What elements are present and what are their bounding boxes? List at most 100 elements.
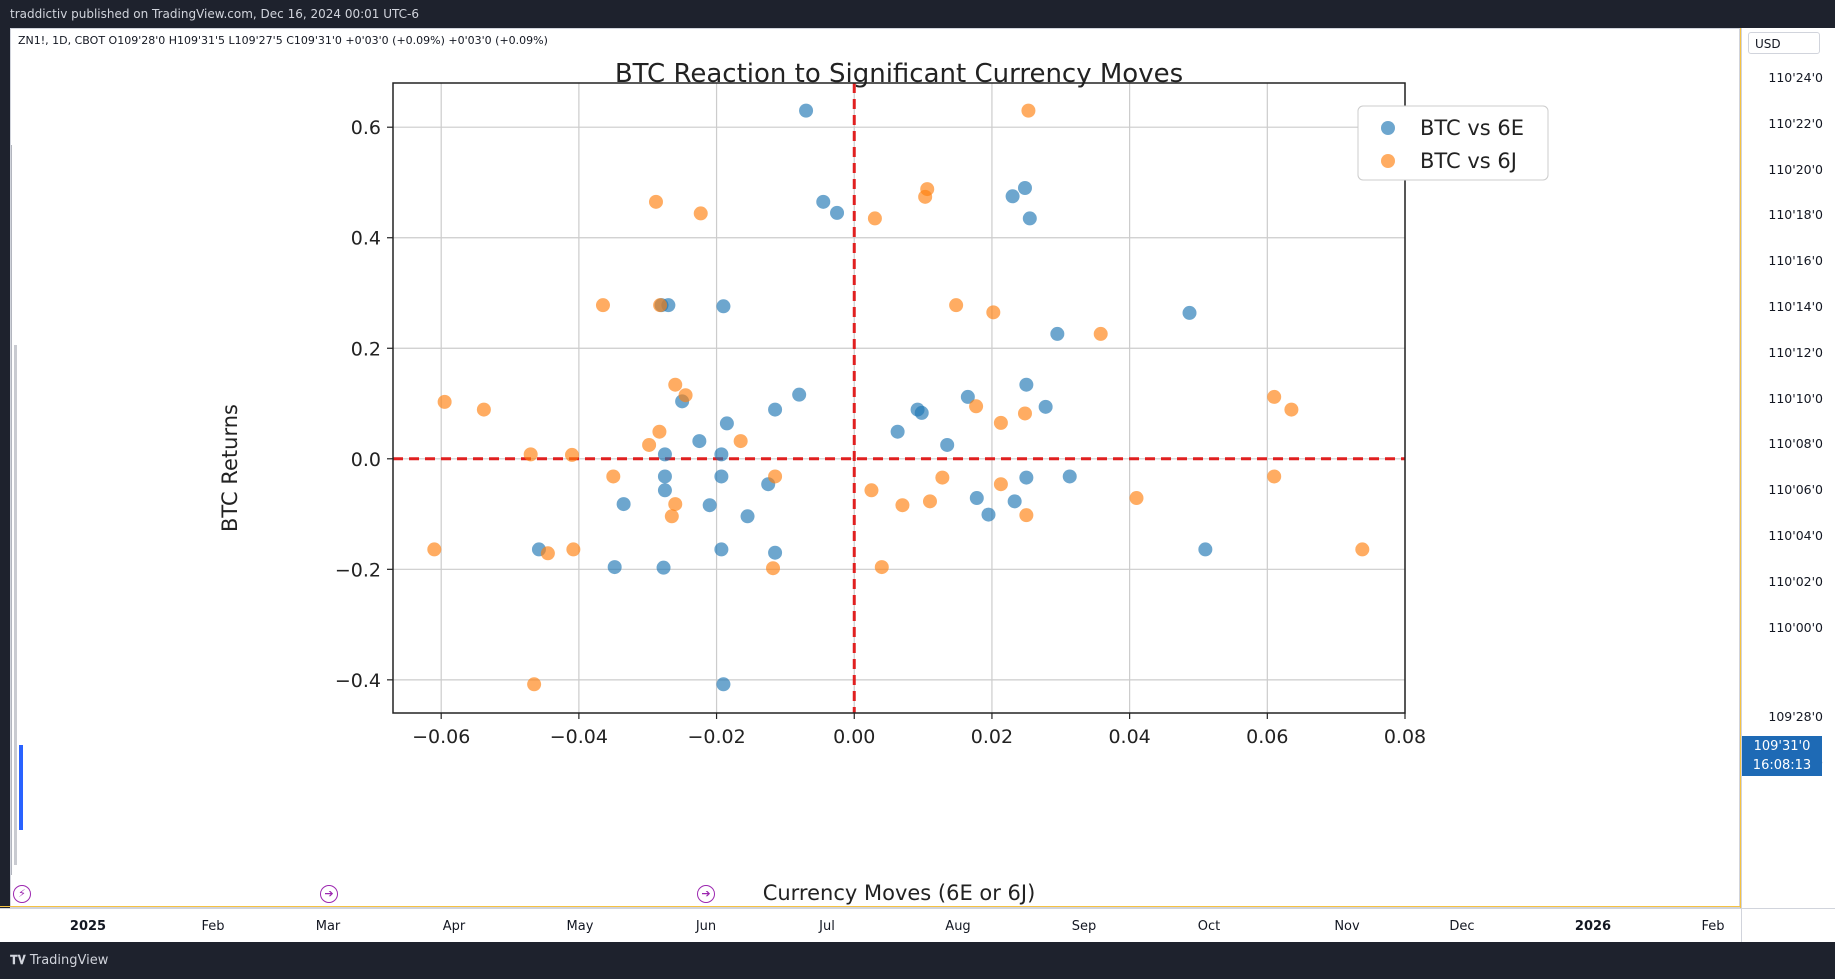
x-tick-label: 0.02: [971, 726, 1013, 748]
point-6e: [768, 402, 783, 417]
point-6j: [668, 377, 683, 392]
x-tick-label: 0.00: [833, 726, 875, 748]
time-axis-label: Apr: [442, 919, 466, 934]
point-6j: [1129, 491, 1144, 506]
point-6j: [969, 399, 984, 414]
point-6e: [657, 483, 672, 498]
point-6j: [527, 677, 542, 692]
legend: BTC vs 6E BTC vs 6J: [1357, 105, 1549, 181]
price-axis[interactable]: 110'24'0 110'22'0 110'20'0 110'18'0 110'16'0…: [1741, 28, 1835, 908]
brand-name: TradingView: [29, 953, 109, 968]
time-axis[interactable]: 2025 Feb Mar Apr May Jun Jul Aug Sep Oct Nov Dec 202…: [0, 908, 1741, 942]
data-points: [427, 103, 1370, 692]
point-6e: [799, 103, 814, 118]
point-6e: [1038, 399, 1053, 414]
point-6e: [792, 387, 807, 402]
price-axis-label: 110'10'0: [1768, 390, 1823, 406]
point-6e: [981, 507, 996, 522]
point-6e: [890, 424, 905, 439]
time-axis-label: 2025: [69, 919, 107, 934]
current-price-badge: 109'31'0 16:08:13: [1742, 736, 1822, 776]
x-axis-label: Currency Moves (6E or 6J): [763, 881, 1036, 905]
point-6e: [714, 447, 729, 462]
point-6j: [949, 298, 964, 313]
bar-countdown: 16:08:13: [1752, 758, 1812, 773]
axes: −0.06 −0.04 −0.02 0.00 0.02 0.04 0.06 0.08 0.6 0.…: [335, 82, 1426, 748]
y-tick-label: −0.2: [335, 559, 381, 581]
point-6e: [1062, 469, 1077, 484]
price-axis-label: 110'16'0: [1768, 253, 1823, 269]
point-6j: [648, 194, 663, 209]
candle-body-blue: [19, 745, 23, 830]
point-6j: [918, 189, 933, 204]
price-axis-label: 110'22'0: [1768, 115, 1823, 131]
point-6e: [830, 205, 845, 220]
price-axis-label: 110'00'0: [1768, 619, 1823, 635]
y-tick-label: 0.0: [351, 449, 381, 471]
legend-marker-6e: [1381, 121, 1395, 135]
event-arrow-icon[interactable]: ➔: [697, 885, 715, 903]
point-6e: [656, 560, 671, 575]
point-6j: [935, 470, 950, 485]
scatter-plot: −0.06 −0.04 −0.02 0.00 0.02 0.04 0.06 0.08 0.6 0.…: [218, 59, 1549, 905]
time-axis-label: 2026: [1574, 919, 1612, 934]
lightning-icon[interactable]: ⚡: [13, 885, 31, 903]
tradingview-logo-icon[interactable]: 𝐓𝐕: [10, 953, 26, 967]
point-6j: [1267, 469, 1282, 484]
chart-title: BTC Reaction to Significant Currency Mov…: [615, 59, 1183, 89]
bottom-bar: 𝐓𝐕 TradingView: [0, 942, 1835, 979]
time-axis-label: Oct: [1197, 919, 1221, 934]
point-6j: [427, 542, 442, 557]
candle-wick: [11, 145, 12, 875]
point-6j: [874, 560, 889, 575]
point-6e: [716, 299, 731, 314]
point-6j: [986, 305, 1001, 320]
point-6j: [678, 388, 693, 403]
point-6e: [719, 416, 734, 431]
point-6e: [960, 389, 975, 404]
x-tick-label: 0.06: [1246, 726, 1288, 748]
point-6j: [766, 561, 781, 576]
event-arrow-icon[interactable]: ➔: [320, 885, 338, 903]
point-6j: [664, 509, 679, 524]
price-axis-label: 110'20'0: [1768, 161, 1823, 177]
point-6j: [564, 447, 579, 462]
point-6j: [653, 298, 668, 313]
point-6e: [969, 491, 984, 506]
axis-corner: [1741, 908, 1835, 942]
point-6j: [595, 298, 610, 313]
price-axis-label: 110'08'0: [1768, 436, 1823, 452]
point-6e: [1017, 181, 1032, 195]
point-6e: [740, 509, 755, 524]
point-6j: [1267, 389, 1282, 404]
reference-lines: [393, 83, 1405, 713]
point-6j: [606, 469, 621, 484]
crosshair-horizontal-marker: [0, 906, 1741, 907]
point-6e: [816, 194, 831, 209]
current-price: 109'31'0: [1753, 739, 1811, 754]
point-6j: [566, 542, 581, 557]
point-6e: [657, 447, 672, 462]
point-6j: [540, 546, 555, 561]
point-6j: [1355, 542, 1370, 557]
price-axis-label: 110'02'0: [1768, 573, 1823, 589]
time-axis-label: May: [566, 919, 594, 934]
time-axis-label: Mar: [315, 919, 341, 934]
currency-selector[interactable]: USD: [1748, 32, 1820, 54]
symbol-ohlc-line: ZN1!, 1D, CBOT O109'28'0 H109'31'5 L109'…: [18, 34, 548, 47]
top-bar: traddictiv published on TradingView.com,…: [0, 0, 1835, 28]
point-6j: [733, 434, 748, 449]
point-6j: [895, 498, 910, 513]
point-6e: [1022, 211, 1037, 226]
point-6j: [993, 477, 1008, 492]
point-6e: [702, 498, 717, 513]
x-tick-label: −0.04: [550, 726, 608, 748]
y-tick-label: −0.4: [335, 670, 381, 692]
time-axis-label: Jun: [695, 919, 717, 934]
published-info: traddictiv published on TradingView.com,…: [10, 7, 419, 21]
point-6e: [1005, 189, 1020, 204]
point-6e: [768, 545, 783, 560]
point-6j: [437, 394, 452, 409]
price-axis-label: 109'28'0: [1768, 708, 1823, 724]
x-tick-label: −0.06: [412, 726, 470, 748]
